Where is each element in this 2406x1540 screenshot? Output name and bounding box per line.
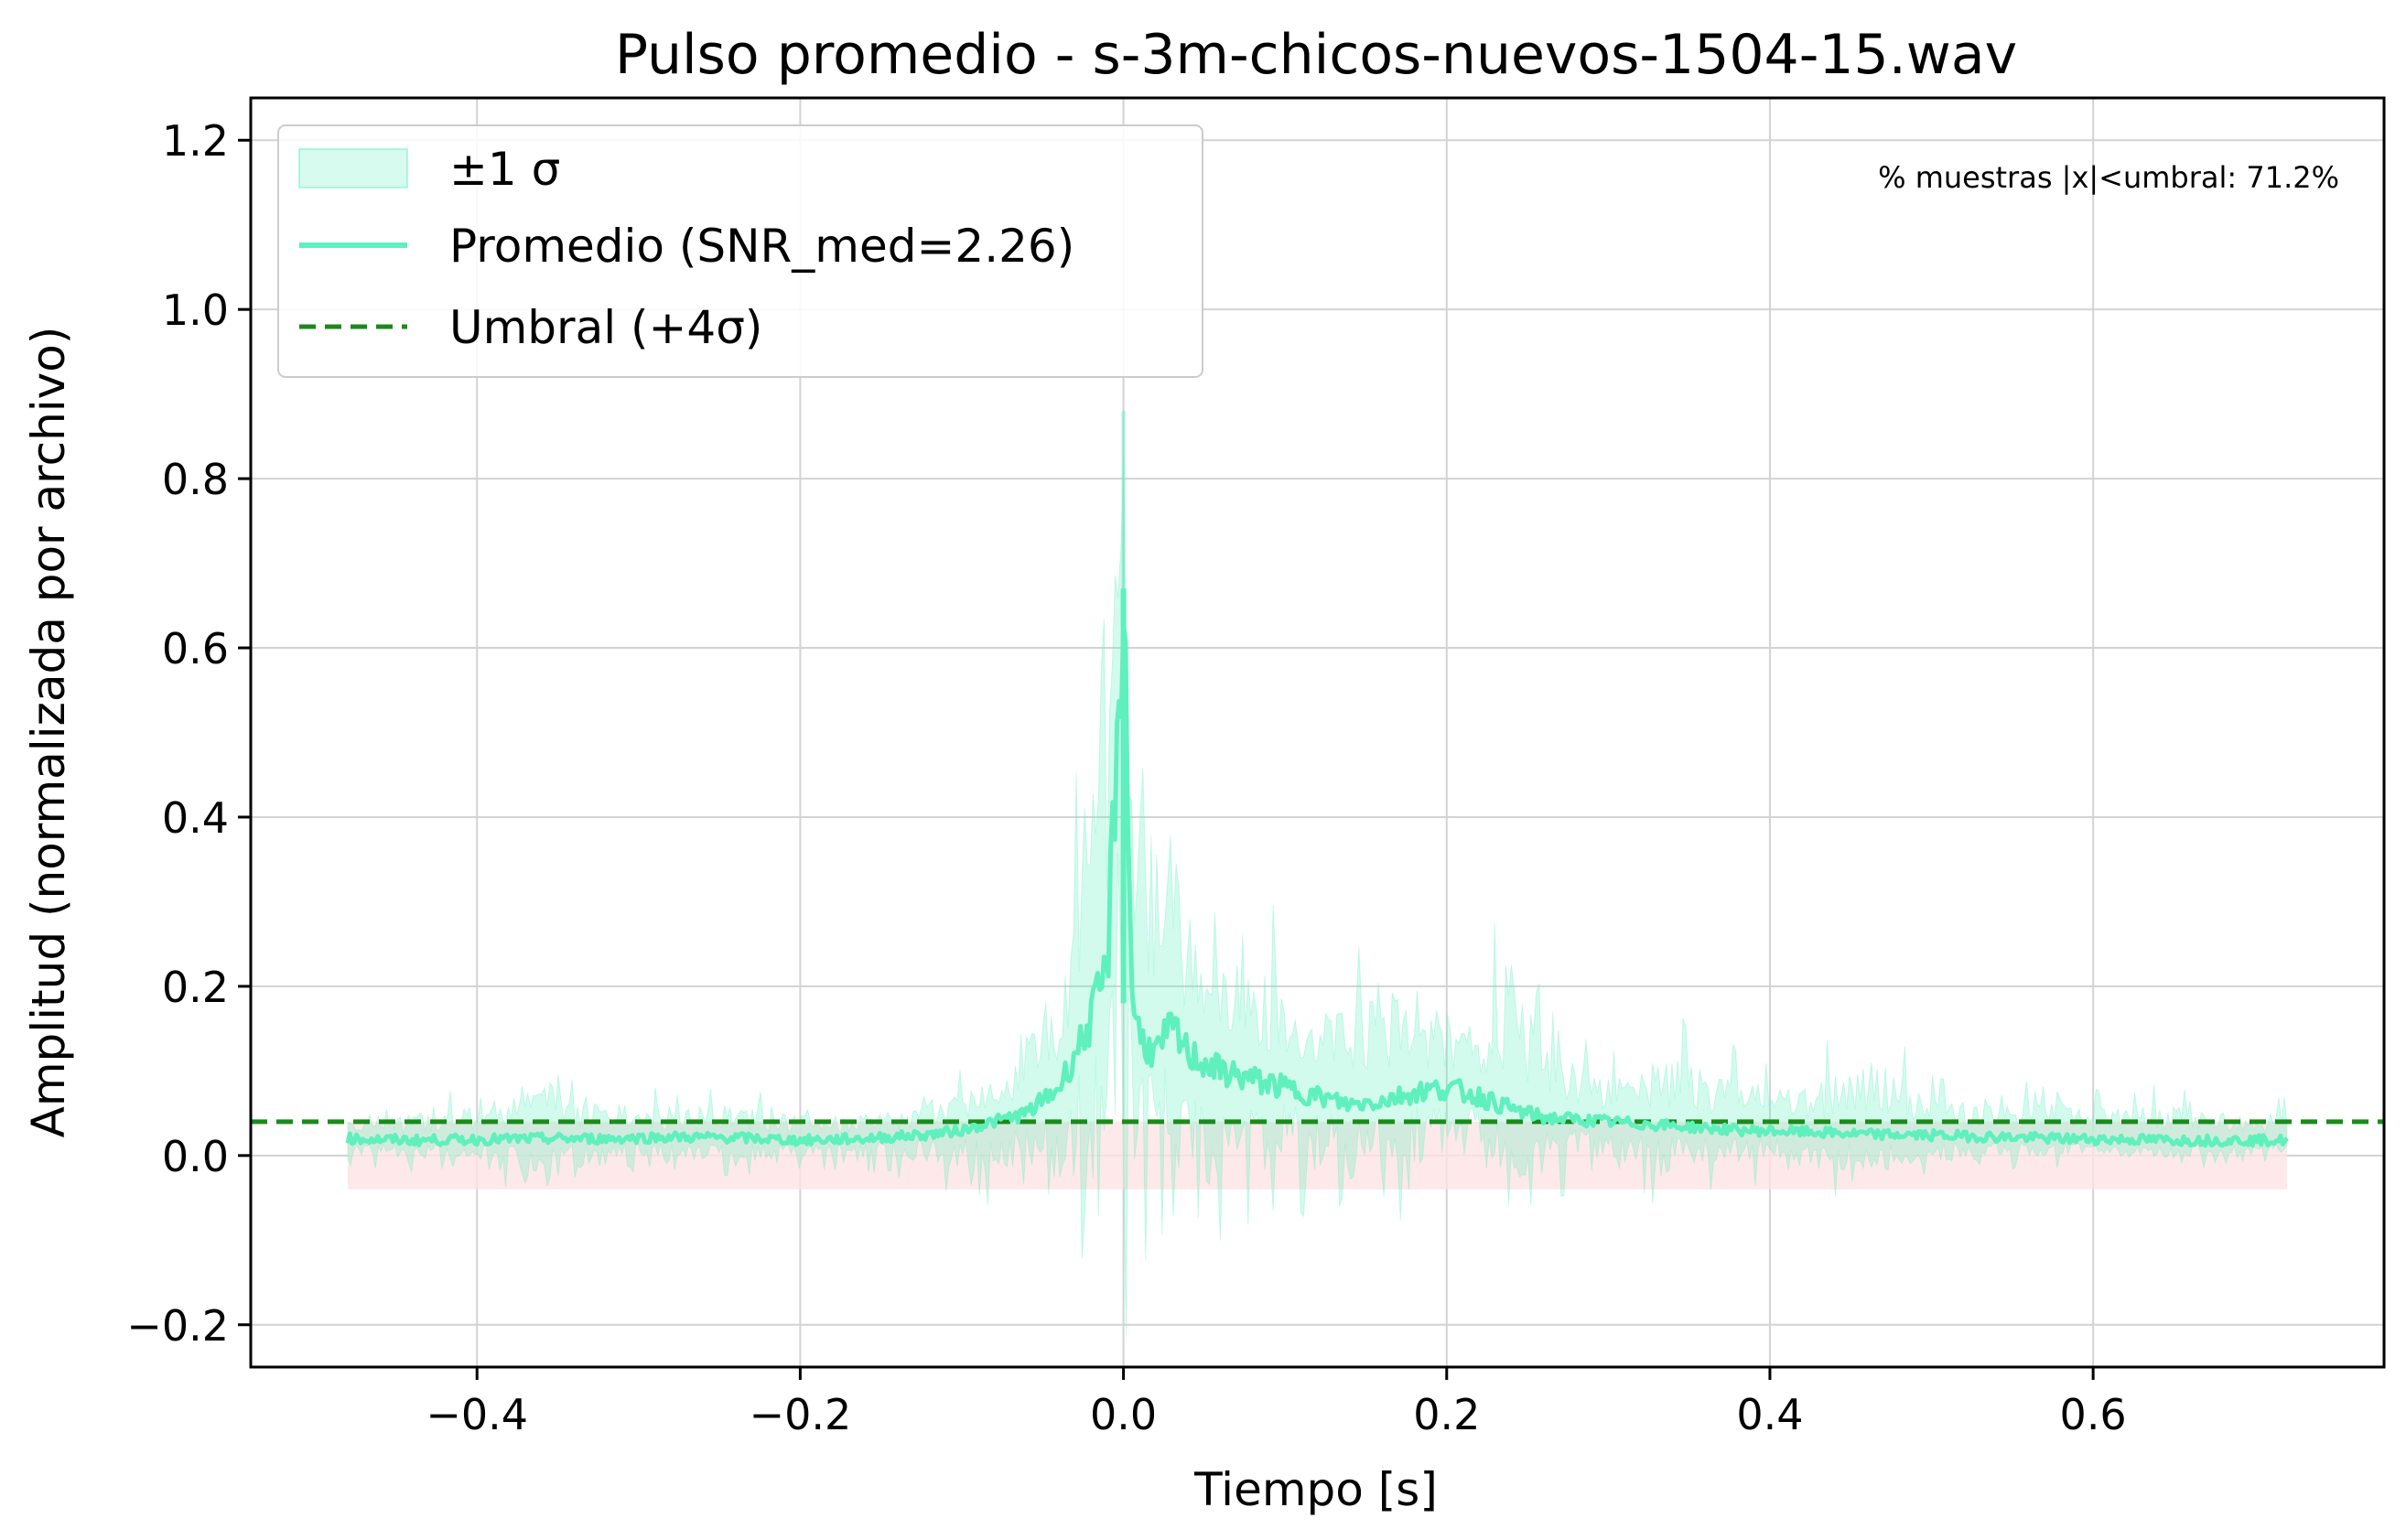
y-tick-label: 0.4 [162,793,229,843]
legend-band-label: ±1 σ [449,143,560,196]
x-tick-label: −0.4 [426,1390,528,1439]
y-tick-label: 1.0 [162,285,229,335]
x-tick-label: 0.6 [2060,1390,2127,1439]
legend-band-swatch [298,148,408,188]
mean-line [345,621,2290,1148]
y-axis-label: Amplitud (normalizada por archivo) [22,327,75,1138]
y-axis: −0.2 0.0 0.2 0.4 0.6 0.8 1.0 1.2 [126,116,251,1351]
x-tick-label: −0.2 [750,1390,852,1439]
legend-box [277,124,1203,378]
y-tick-label: 1.2 [162,116,229,166]
legend-threshold-label: Umbral (+4σ) [449,301,762,354]
sigma-band-area [347,461,2288,1337]
plot-frame [249,96,2386,1369]
x-axis-label: Tiempo [s] [1193,1463,1438,1516]
y-tick-label: 0.0 [162,1132,229,1181]
y-tick-label: −0.2 [126,1301,229,1351]
mean-layer [345,588,2290,1148]
annotation-text: % muestras |x|<umbral: 71.2% [1878,160,2339,195]
x-tick-label: 0.4 [1736,1390,1803,1439]
legend: ±1 σ Promedio (SNR_med=2.26) Umbral (+4σ… [277,124,1203,378]
y-tick-label: 0.8 [162,455,229,504]
x-axis: −0.4 −0.2 0.0 0.2 0.4 0.6 [426,1367,2127,1439]
y-tick-label: 0.6 [162,624,229,673]
x-tick-label: 0.2 [1413,1390,1480,1439]
y-tick-label: 0.2 [162,963,229,1012]
chart-title: Pulso promedio - s-3m-chicos-nuevos-1504… [615,23,2017,87]
legend-mean-label: Promedio (SNR_med=2.26) [449,220,1074,273]
x-tick-label: 0.0 [1090,1390,1157,1439]
